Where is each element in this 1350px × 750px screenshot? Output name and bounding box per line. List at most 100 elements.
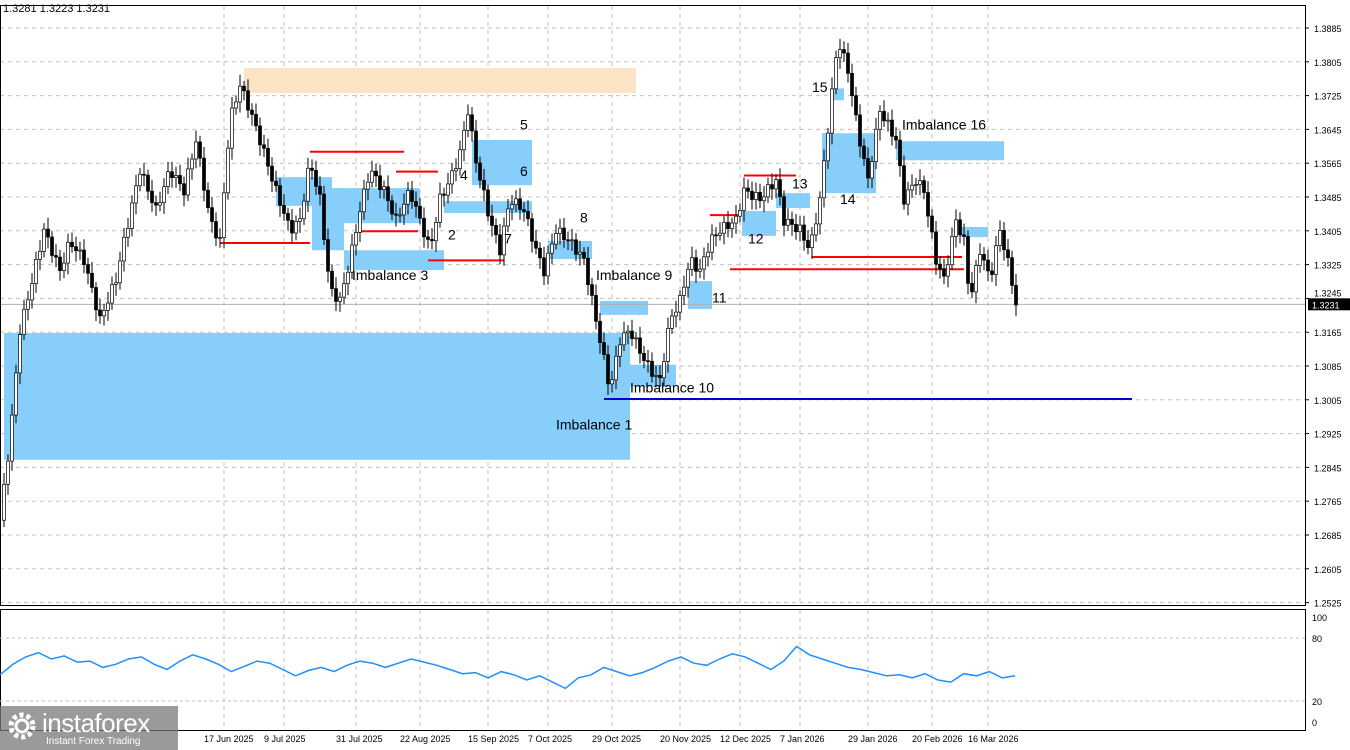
candle-body: [198, 141, 202, 159]
candle-body: [986, 259, 990, 272]
candle-body: [254, 114, 258, 127]
candle-body: [98, 309, 102, 317]
candle-body: [662, 361, 666, 379]
candle-body: [306, 167, 310, 202]
time-tick-label: 31 Jul 2025: [336, 734, 383, 744]
candle-body: [938, 263, 942, 270]
candle-body: [850, 72, 854, 97]
imbalance-zone: [960, 226, 988, 238]
candle-body: [626, 330, 630, 334]
candle-body: [970, 283, 974, 293]
candle-body: [534, 240, 538, 249]
candle-body: [206, 189, 210, 209]
candle-body: [226, 147, 230, 194]
candle-body: [538, 247, 542, 259]
candle-body: [862, 145, 866, 159]
candle-body: [582, 251, 586, 259]
zone-label: 14: [840, 191, 856, 207]
candle-body: [918, 180, 922, 185]
price-tick-label: 1.3405: [1314, 227, 1342, 237]
candle-body: [678, 295, 682, 313]
candle-body: [586, 257, 590, 286]
candle-body: [886, 119, 890, 122]
candle-body: [106, 302, 110, 311]
candle-body: [126, 227, 130, 238]
candle-body: [650, 360, 654, 377]
price-tick-label: 1.3005: [1314, 396, 1342, 406]
price-tick-label: 1.2525: [1314, 599, 1342, 609]
candle-body: [514, 198, 518, 206]
candle-body: [290, 220, 294, 234]
candle-body: [982, 254, 986, 261]
candle-body: [854, 95, 858, 116]
candle-body: [314, 169, 318, 187]
candle-body: [174, 175, 178, 178]
axes: 1.3885 1.3805 1.3725 1.3645 1.3565 1.3485 1.34…: [0, 5, 1350, 744]
zone-label: 5: [520, 116, 528, 132]
oscillator-pane: 100 80 20 0: [0, 613, 1327, 728]
candle-body: [738, 210, 742, 217]
candle-body: [262, 144, 266, 149]
candle-body: [62, 262, 66, 271]
time-tick-label: 7 Jan 2026: [780, 734, 825, 744]
time-tick-label: 22 Aug 2025: [400, 734, 451, 744]
candle-body: [554, 233, 558, 245]
candle-body: [370, 170, 374, 183]
candle-body: [1002, 230, 1006, 251]
candle-body: [686, 268, 690, 288]
candle-body: [590, 284, 594, 296]
candle-body: [710, 234, 714, 253]
candle-body: [2, 483, 6, 521]
candle-body: [102, 310, 106, 317]
candle-body: [726, 222, 730, 229]
candle-body: [190, 158, 194, 170]
candle-body: [270, 165, 274, 182]
time-tick-label: 12 Dec 2025: [720, 734, 771, 744]
ohlc-readout: 1.3281 1.3223 1.3231: [3, 3, 111, 15]
time-tick-label: 9 Jul 2025: [264, 734, 306, 744]
price-tick-label: 1.3485: [1314, 193, 1342, 203]
candle-body: [186, 168, 190, 196]
candle-body: [914, 184, 918, 186]
price-tick-label: 1.2605: [1314, 565, 1342, 575]
current-price-label: 1.3231: [1312, 300, 1340, 310]
imbalance-zone: [832, 88, 844, 101]
candle-body: [330, 270, 334, 290]
candle-body: [614, 355, 618, 381]
candle-body: [750, 190, 754, 200]
candle-body: [814, 223, 818, 236]
candle-body: [866, 158, 870, 179]
candle-body: [890, 119, 894, 137]
candle-body: [446, 183, 450, 196]
candle-body: [666, 328, 670, 362]
candle-body: [682, 286, 686, 296]
candle-body: [194, 141, 198, 160]
candle-body: [386, 186, 390, 202]
candle-body: [954, 219, 958, 237]
candle-body: [610, 379, 614, 385]
candle-body: [498, 234, 502, 256]
time-tick-label: 20 Feb 2026: [912, 734, 963, 744]
candle-body: [82, 249, 86, 265]
candle-body: [162, 186, 166, 203]
candle-body: [546, 252, 550, 277]
candle-body: [286, 213, 290, 221]
candle-body: [418, 205, 422, 219]
candle-body: [454, 168, 458, 172]
candle-body: [54, 255, 58, 258]
imbalance-zone: [4, 333, 630, 460]
candle-body: [734, 215, 738, 224]
candle-body: [934, 231, 938, 265]
candle-body: [130, 202, 134, 229]
candle-body: [218, 237, 222, 239]
candle-body: [266, 148, 270, 167]
candle-body: [70, 241, 74, 248]
candle-body: [274, 180, 278, 186]
candle-body: [1006, 249, 1010, 259]
candle-body: [842, 49, 846, 54]
candle-body: [334, 288, 338, 302]
candle-body: [482, 179, 486, 191]
candle-body: [346, 271, 350, 285]
candle-body: [14, 372, 18, 416]
candles: [2, 38, 1018, 527]
